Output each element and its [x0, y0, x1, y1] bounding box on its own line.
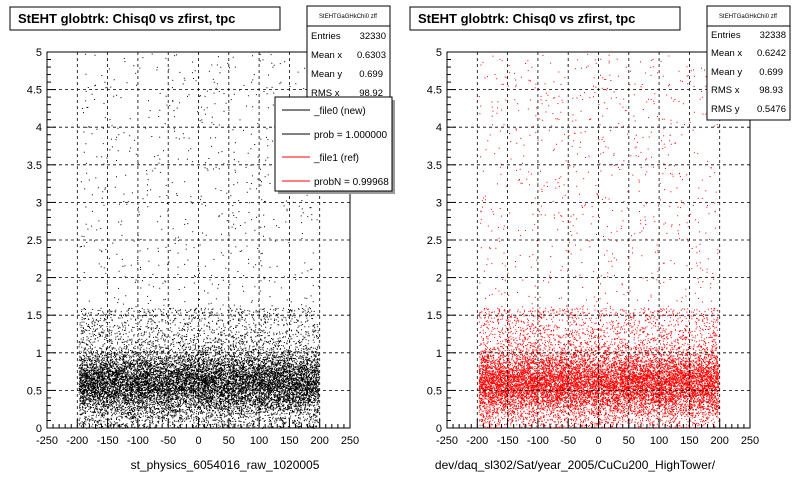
- y-tick-label: 2.5: [427, 235, 442, 247]
- right-stats-label: RMS y: [711, 104, 740, 115]
- left-stats-value: 0.6303: [357, 50, 386, 61]
- x-tick-label: 200: [711, 435, 729, 447]
- legend-label: prob = 1.000000: [314, 130, 388, 141]
- left-title: StEHT globtrk: Chisq0 vs zfirst, tpc: [18, 11, 235, 26]
- x-tick-label: 100: [650, 435, 668, 447]
- right-stats-frame: [706, 5, 791, 121]
- right-stats-value: 0.5476: [757, 104, 786, 115]
- x-tick-label: 150: [680, 435, 698, 447]
- x-tick-label: -200: [66, 435, 88, 447]
- right-stats-label: RMS x: [711, 85, 740, 96]
- x-tick-label: -50: [560, 435, 576, 447]
- left-stats-label: Entries: [311, 31, 341, 42]
- x-tick-label: -200: [466, 435, 488, 447]
- y-tick-label: 3: [36, 197, 42, 209]
- right-panel: StEHT globtrk: Chisq0 vs zfirst, tpc -25…: [409, 5, 791, 472]
- right-stats-name: StEHTGaGHkChi0 zff: [719, 14, 777, 20]
- left-scatter-points: [78, 53, 320, 429]
- x-tick-label: 50: [623, 435, 635, 447]
- right-title-box: [409, 6, 681, 31]
- y-tick-label: 3.5: [27, 160, 42, 172]
- x-tick-label: -100: [127, 435, 149, 447]
- left-stats-value: 32330: [360, 31, 386, 42]
- x-tick-label: -250: [436, 435, 458, 447]
- right-scatter-points: [478, 53, 720, 429]
- legend-frame: [274, 96, 393, 192]
- y-tick-label: 4.5: [27, 85, 42, 97]
- left-stats-label: Mean x: [311, 50, 342, 61]
- y-tick-label: 1: [436, 348, 442, 360]
- right-axis-ticks: -250 -200 -150 -100 -50 0 50 100 150 200 250 0 0.5 1 1…: [427, 47, 759, 447]
- legend-label: _file0 (new): [313, 106, 366, 117]
- x-tick-label: -150: [497, 435, 519, 447]
- x-tick-label: -50: [160, 435, 176, 447]
- y-tick-label: 1.5: [427, 310, 442, 322]
- y-tick-label: 1.5: [27, 310, 42, 322]
- left-stats-name: StEHTGaGHkChi0 zff: [319, 14, 377, 20]
- y-tick-label: 4: [436, 122, 442, 134]
- scatter-points: [78, 53, 320, 429]
- y-tick-label: 2: [36, 273, 42, 285]
- left-title-box: [9, 6, 281, 31]
- x-tick-label: -250: [36, 435, 58, 447]
- x-tick-label: 200: [311, 435, 329, 447]
- legend-label: probN = 0.99968: [314, 177, 389, 188]
- y-tick-label: 5: [436, 47, 442, 59]
- y-tick-label: 3.5: [427, 160, 442, 172]
- x-tick-label: 150: [280, 435, 298, 447]
- legend-label: _file1 (ref): [313, 153, 359, 164]
- y-tick-label: 5: [36, 47, 42, 59]
- y-tick-label: 0: [36, 423, 42, 435]
- left-panel: StEHT globtrk: Chisq0 vs zfirst, tpc -25…: [9, 5, 395, 472]
- left-stats-value: 0.699: [359, 69, 383, 80]
- x-tick-label: -150: [97, 435, 119, 447]
- x-tick-label: 0: [195, 435, 201, 447]
- x-tick-label: 250: [741, 435, 759, 447]
- right-stats-label: Mean x: [711, 48, 742, 59]
- x-tick-label: 50: [223, 435, 235, 447]
- left-stats-label: Mean y: [311, 69, 342, 80]
- x-tick-label: -100: [527, 435, 549, 447]
- y-tick-label: 0.5: [427, 385, 442, 397]
- right-xlabel: dev/daq_sl302/Sat/year_2005/CuCu200_High…: [435, 458, 716, 472]
- y-tick-label: 4.5: [427, 85, 442, 97]
- left-xlabel: st_physics_6054016_raw_1020005: [131, 458, 320, 472]
- legend: _file0 (new) prob = 1.000000 _file1 (ref…: [274, 96, 395, 194]
- x-tick-label: 100: [250, 435, 268, 447]
- left-stats-label: RMS x: [311, 88, 340, 99]
- x-tick-label: 250: [341, 435, 359, 447]
- y-tick-label: 4: [36, 122, 42, 134]
- right-stats-value: 98.93: [759, 85, 783, 96]
- y-tick-label: 2: [436, 273, 442, 285]
- y-tick-label: 0.5: [27, 385, 42, 397]
- y-tick-label: 1: [36, 348, 42, 360]
- y-tick-label: 3: [436, 197, 442, 209]
- right-stats-label: Entries: [711, 30, 741, 41]
- right-stats-label: Mean y: [711, 67, 742, 78]
- y-tick-label: 2.5: [27, 235, 42, 247]
- right-title: StEHT globtrk: Chisq0 vs zfirst, tpc: [418, 11, 635, 26]
- y-tick-label: 0: [436, 423, 442, 435]
- right-stats-value: 32338: [760, 30, 786, 41]
- x-tick-label: 0: [595, 435, 601, 447]
- left-axis-ticks: -250 -200 -150 -100 -50 0 50 100 150 200 250 0 0.5 1 1…: [27, 47, 359, 447]
- left-grid: [47, 52, 350, 428]
- right-stats-value: 0.6242: [757, 48, 786, 59]
- left-stats-value: 98.92: [359, 88, 383, 99]
- scatter-points: [478, 53, 720, 429]
- right-stats-value: 0.699: [759, 67, 783, 78]
- right-stats-box: StEHTGaGHkChi0 zff Entries 32338 Mean x …: [706, 5, 791, 121]
